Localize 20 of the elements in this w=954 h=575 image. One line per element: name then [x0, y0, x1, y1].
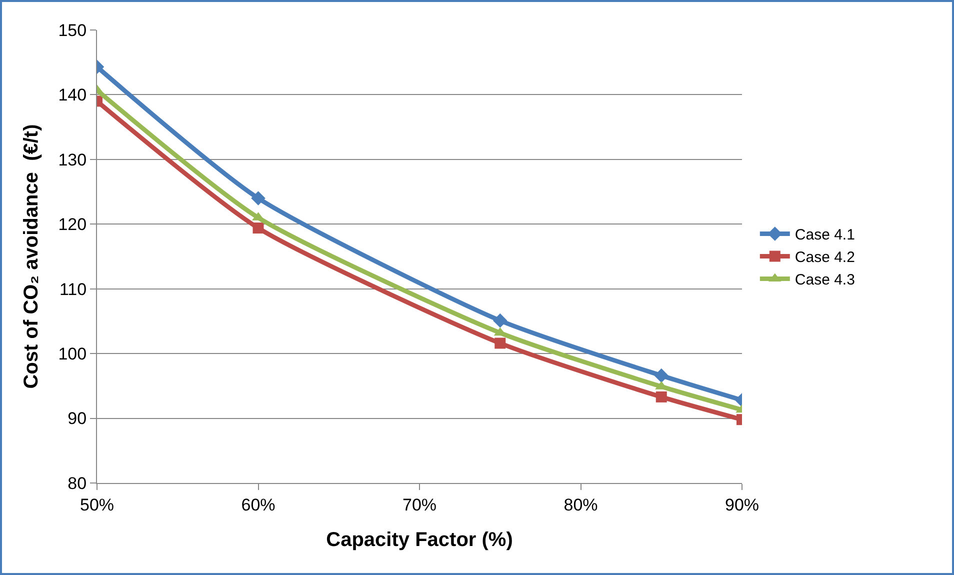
legend-label: Case 4.3 [794, 272, 855, 289]
y-tick-label: 100 [58, 344, 87, 364]
x-tick-label: 50% [80, 495, 114, 514]
y-tick-label: 150 [58, 20, 87, 40]
y-tick-label: 120 [58, 215, 87, 234]
point [492, 313, 508, 328]
point [494, 338, 506, 349]
y-tick-label: 110 [59, 280, 87, 299]
legend-label: Case 4.2 [794, 249, 855, 266]
x-tick-label: 80% [564, 495, 598, 514]
legend-label: Case 4.1 [794, 226, 855, 244]
y-tick-label: 90 [68, 409, 87, 428]
y-tick-label: 130 [58, 150, 87, 170]
y-axis-title: Cost of CO₂ avoidance (€/t) [20, 124, 43, 389]
x-tick-label: 70% [402, 495, 437, 514]
y-tick-label: 140 [58, 86, 87, 105]
x-tick-label: 90% [724, 495, 760, 514]
x-axis-title: Capacity Factor (%) [326, 528, 513, 551]
y-tick-label: 80 [68, 474, 87, 493]
x-tick-label: 60% [241, 495, 276, 514]
